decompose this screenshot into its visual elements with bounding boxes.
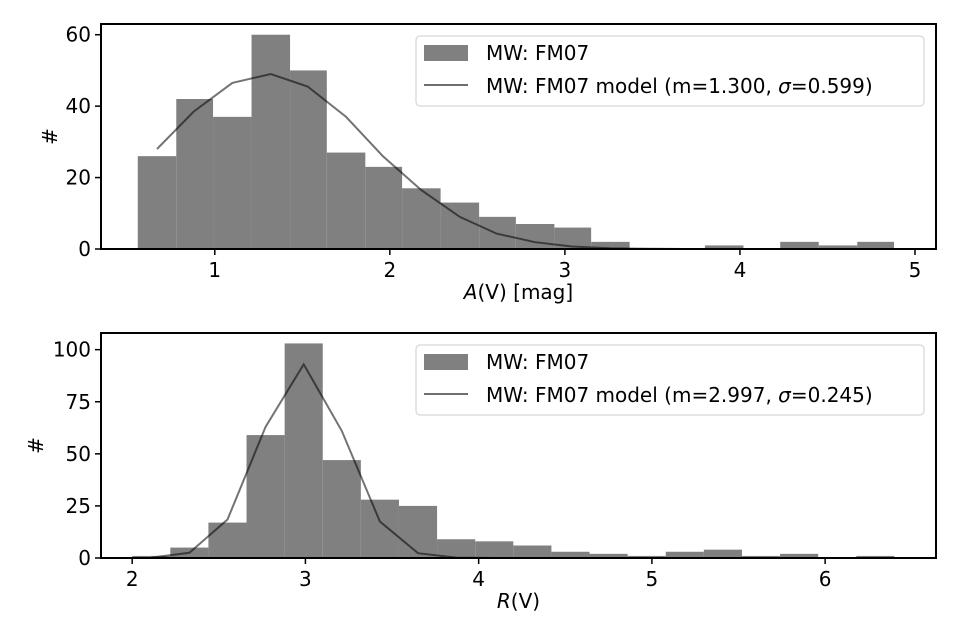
- legend-box: [415, 344, 925, 416]
- histogram-bar: [213, 116, 252, 249]
- y-tick-label: 50: [66, 442, 91, 466]
- histogram-bar: [360, 499, 399, 558]
- x-tick-label: 2: [383, 258, 396, 282]
- y-tick-label: 100: [53, 338, 91, 362]
- histogram-bar: [551, 551, 590, 558]
- x-tick-label: 2: [126, 567, 139, 591]
- histogram-bar: [176, 99, 214, 249]
- x-tick-label: 3: [299, 567, 312, 591]
- x-axis-label-symbol: A: [462, 280, 478, 304]
- histogram-bar: [554, 227, 592, 249]
- histogram-bar: [627, 555, 666, 558]
- y-tick-label: 20: [66, 166, 91, 190]
- histogram-bar: [326, 152, 366, 249]
- legend-model-sigma: σ: [778, 383, 792, 407]
- axes-frame: [100, 332, 937, 559]
- histogram-bar: [251, 34, 291, 249]
- legend-hist-label: MW: FM07: [486, 350, 589, 374]
- chart-panel-2: 2 3 4 5 6 0 25 50 75 100 R(V) # MW: FM07 MW: FM07 mod…: [24, 332, 937, 613]
- legend-hist-label: MW: FM07: [486, 41, 589, 65]
- y-tick-label: 0: [78, 237, 91, 261]
- histogram-bar: [665, 551, 704, 558]
- chart-panel-1: 1 2 3 4 5 0 20 40 60 A(V) [mag] # MW: FM07 MW: FM07 …: [38, 23, 937, 304]
- x-axis-label: R(V): [497, 589, 540, 613]
- legend-model-suffix: =0.599): [791, 74, 873, 98]
- x-axis-label: A(V) [mag]: [462, 280, 573, 304]
- histogram-bar: [856, 555, 895, 558]
- legend-bar-swatch: [424, 45, 468, 61]
- y-tick-label: 25: [66, 494, 91, 518]
- legend-model-prefix: MW: FM07 model (m=2.997,: [486, 383, 778, 407]
- x-tick-label: 1: [208, 258, 221, 282]
- legend-model-label: MW: FM07 model (m=2.997, σ=0.245): [486, 383, 873, 407]
- histogram-bar: [402, 188, 441, 249]
- histogram-bar: [780, 553, 819, 558]
- histogram-bar: [137, 156, 177, 249]
- legend-model-prefix: MW: FM07 model (m=1.300,: [486, 74, 778, 98]
- y-axis-label: #: [38, 128, 62, 145]
- histogram-bar: [284, 343, 323, 558]
- histogram-bar: [704, 245, 744, 249]
- histogram-bar: [440, 202, 480, 249]
- histogram-bar: [780, 241, 819, 249]
- legend-model-label: MW: FM07 model (m=1.300, σ=0.599): [486, 74, 873, 98]
- y-axis-label: #: [24, 437, 48, 454]
- x-axis-label-arg: (V): [511, 589, 540, 613]
- y-tick-label: 75: [66, 390, 91, 414]
- legend-model-sigma: σ: [778, 74, 792, 98]
- x-axis-label-symbol: R: [497, 589, 511, 613]
- histogram-bar: [475, 541, 514, 558]
- legend-bar-swatch: [424, 354, 468, 370]
- histogram-bar: [703, 549, 742, 558]
- histogram-bar: [515, 224, 555, 249]
- histogram-bar: [365, 166, 403, 249]
- x-tick-label: 4: [734, 258, 747, 282]
- legend-box: [415, 35, 925, 107]
- histogram-bar: [322, 460, 361, 558]
- histogram-bar: [857, 241, 894, 249]
- histogram-bar: [589, 553, 628, 558]
- legend-model-suffix: =0.245): [791, 383, 873, 407]
- histogram-bar: [246, 435, 285, 558]
- histogram-bar: [208, 522, 247, 558]
- y-tick-label: 0: [78, 546, 91, 570]
- x-axis-label-arg: (V): [477, 280, 506, 304]
- histogram-bar: [290, 70, 327, 249]
- y-tick-label: 60: [66, 23, 91, 47]
- histogram-bar: [591, 241, 630, 249]
- x-axis-label-unit: [mag]: [507, 280, 573, 304]
- y-tick-label: 40: [66, 94, 91, 118]
- histogram-bar: [741, 555, 781, 558]
- histogram-bar: [513, 545, 552, 558]
- x-tick-label: 3: [559, 258, 572, 282]
- histogram-bar: [398, 505, 438, 558]
- histogram-bar: [818, 245, 858, 249]
- histogram-bar: [437, 539, 476, 558]
- x-tick-label: 5: [909, 258, 922, 282]
- x-tick-label: 6: [819, 567, 832, 591]
- x-tick-label: 4: [472, 567, 485, 591]
- axes-frame: [100, 23, 937, 250]
- x-tick-label: 5: [646, 567, 659, 591]
